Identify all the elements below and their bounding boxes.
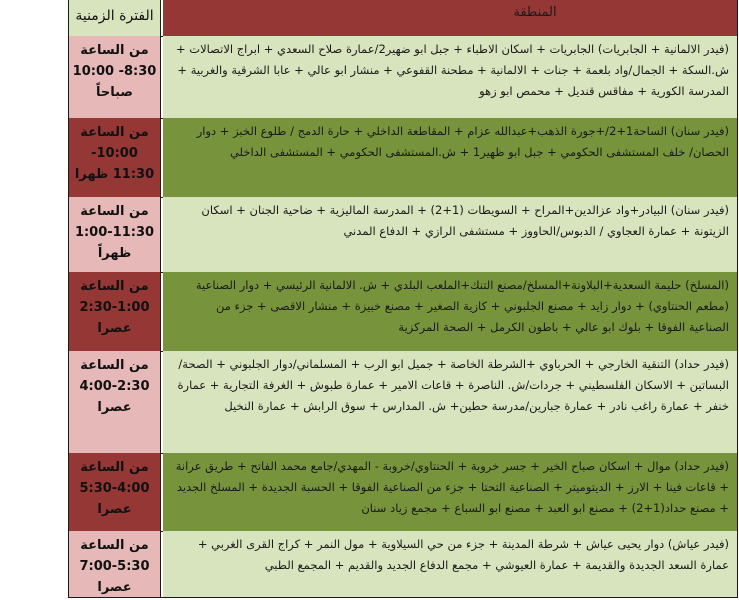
table-row: من الساعة -10:00 11:30 ظهرا (فيدر سنان) …	[68, 118, 738, 198]
time-range: 7:00-5:30	[79, 559, 150, 574]
time-period: 11:30 ظهرا	[74, 167, 155, 182]
time-cell: من الساعة 10:00 -8:30 صباحاً	[68, 36, 161, 118]
time-label: من الساعة	[80, 125, 149, 140]
region-cell: (فيدر حداد) التنقية الخارجي + الحرباوي +…	[163, 351, 738, 453]
table-row: من الساعة 1:00-11:30 ظهراً (فيدر سنان) ا…	[68, 197, 738, 273]
region-cell: (المسلخ) حليمة السعدية+البلاونة+المسلخ/م…	[163, 272, 738, 351]
table-row: من الساعة 2:30-1:00 عصرا (المسلخ) حليمة …	[68, 272, 738, 352]
time-label: من الساعة	[80, 460, 149, 475]
header-row: الفترة الزمنية المنطقة	[68, 0, 738, 37]
time-cell: من الساعة -10:00 11:30 ظهرا	[68, 118, 161, 197]
time-period: عصرا	[97, 321, 132, 336]
region-header: المنطقة	[163, 0, 738, 36]
table-row: من الساعة 4:00-2:30 عصرا (فيدر حداد) الت…	[68, 351, 738, 454]
region-cell: (فيدر عياش) دوار يحيى عياش + شرطة المدين…	[163, 531, 738, 597]
region-cell: (فيدر حداد) موال + اسكان صباح الخير + جس…	[163, 453, 738, 531]
time-cell: من الساعة 1:00-11:30 ظهراً	[68, 197, 161, 272]
schedule-table: الفترة الزمنية المنطقة من الساعة 10:00 -…	[68, 0, 738, 600]
time-cell: من الساعة 5:30-4:00 عصرا	[68, 453, 161, 531]
time-cell: من الساعة 7:00-5:30 عصرا	[68, 531, 161, 597]
time-label: من الساعة	[80, 279, 149, 294]
time-range: 10:00 -8:30	[72, 64, 157, 79]
time-range: 4:00-2:30	[79, 379, 150, 394]
time-range: -10:00	[91, 146, 138, 161]
time-period: صباحاً	[95, 85, 133, 100]
time-cell: من الساعة 2:30-1:00 عصرا	[68, 272, 161, 351]
region-cell: (فيدر سنان) البيادر+واد عزالدين+المراح +…	[163, 197, 738, 272]
region-cell: (فيدر سنان) الساحة1+2/+جورة الذهب+عبدالل…	[163, 118, 738, 197]
time-label: من الساعة	[80, 538, 149, 553]
time-label: من الساعة	[80, 358, 149, 373]
time-period: عصرا	[97, 502, 132, 517]
time-period: ظهراً	[97, 246, 132, 261]
table-row: من الساعة 10:00 -8:30 صباحاً (فيدر الالم…	[68, 36, 738, 119]
time-period: عصرا	[97, 400, 132, 415]
table-row: من الساعة 5:30-4:00 عصرا (فيدر حداد) موا…	[68, 453, 738, 532]
time-range: 5:30-4:00	[79, 481, 150, 496]
region-cell: (فيدر الالمانية + الجابريات) الجابريات +…	[163, 36, 738, 118]
time-range: 2:30-1:00	[79, 300, 150, 315]
time-range: 1:00-11:30	[74, 225, 155, 240]
time-period-header: الفترة الزمنية	[68, 0, 161, 36]
time-cell: من الساعة 4:00-2:30 عصرا	[68, 351, 161, 453]
time-label: من الساعة	[80, 43, 149, 58]
time-period: عصرا	[97, 580, 132, 595]
table-row: من الساعة 7:00-5:30 عصرا (فيدر عياش) دوا…	[68, 531, 738, 598]
time-label: من الساعة	[80, 204, 149, 219]
